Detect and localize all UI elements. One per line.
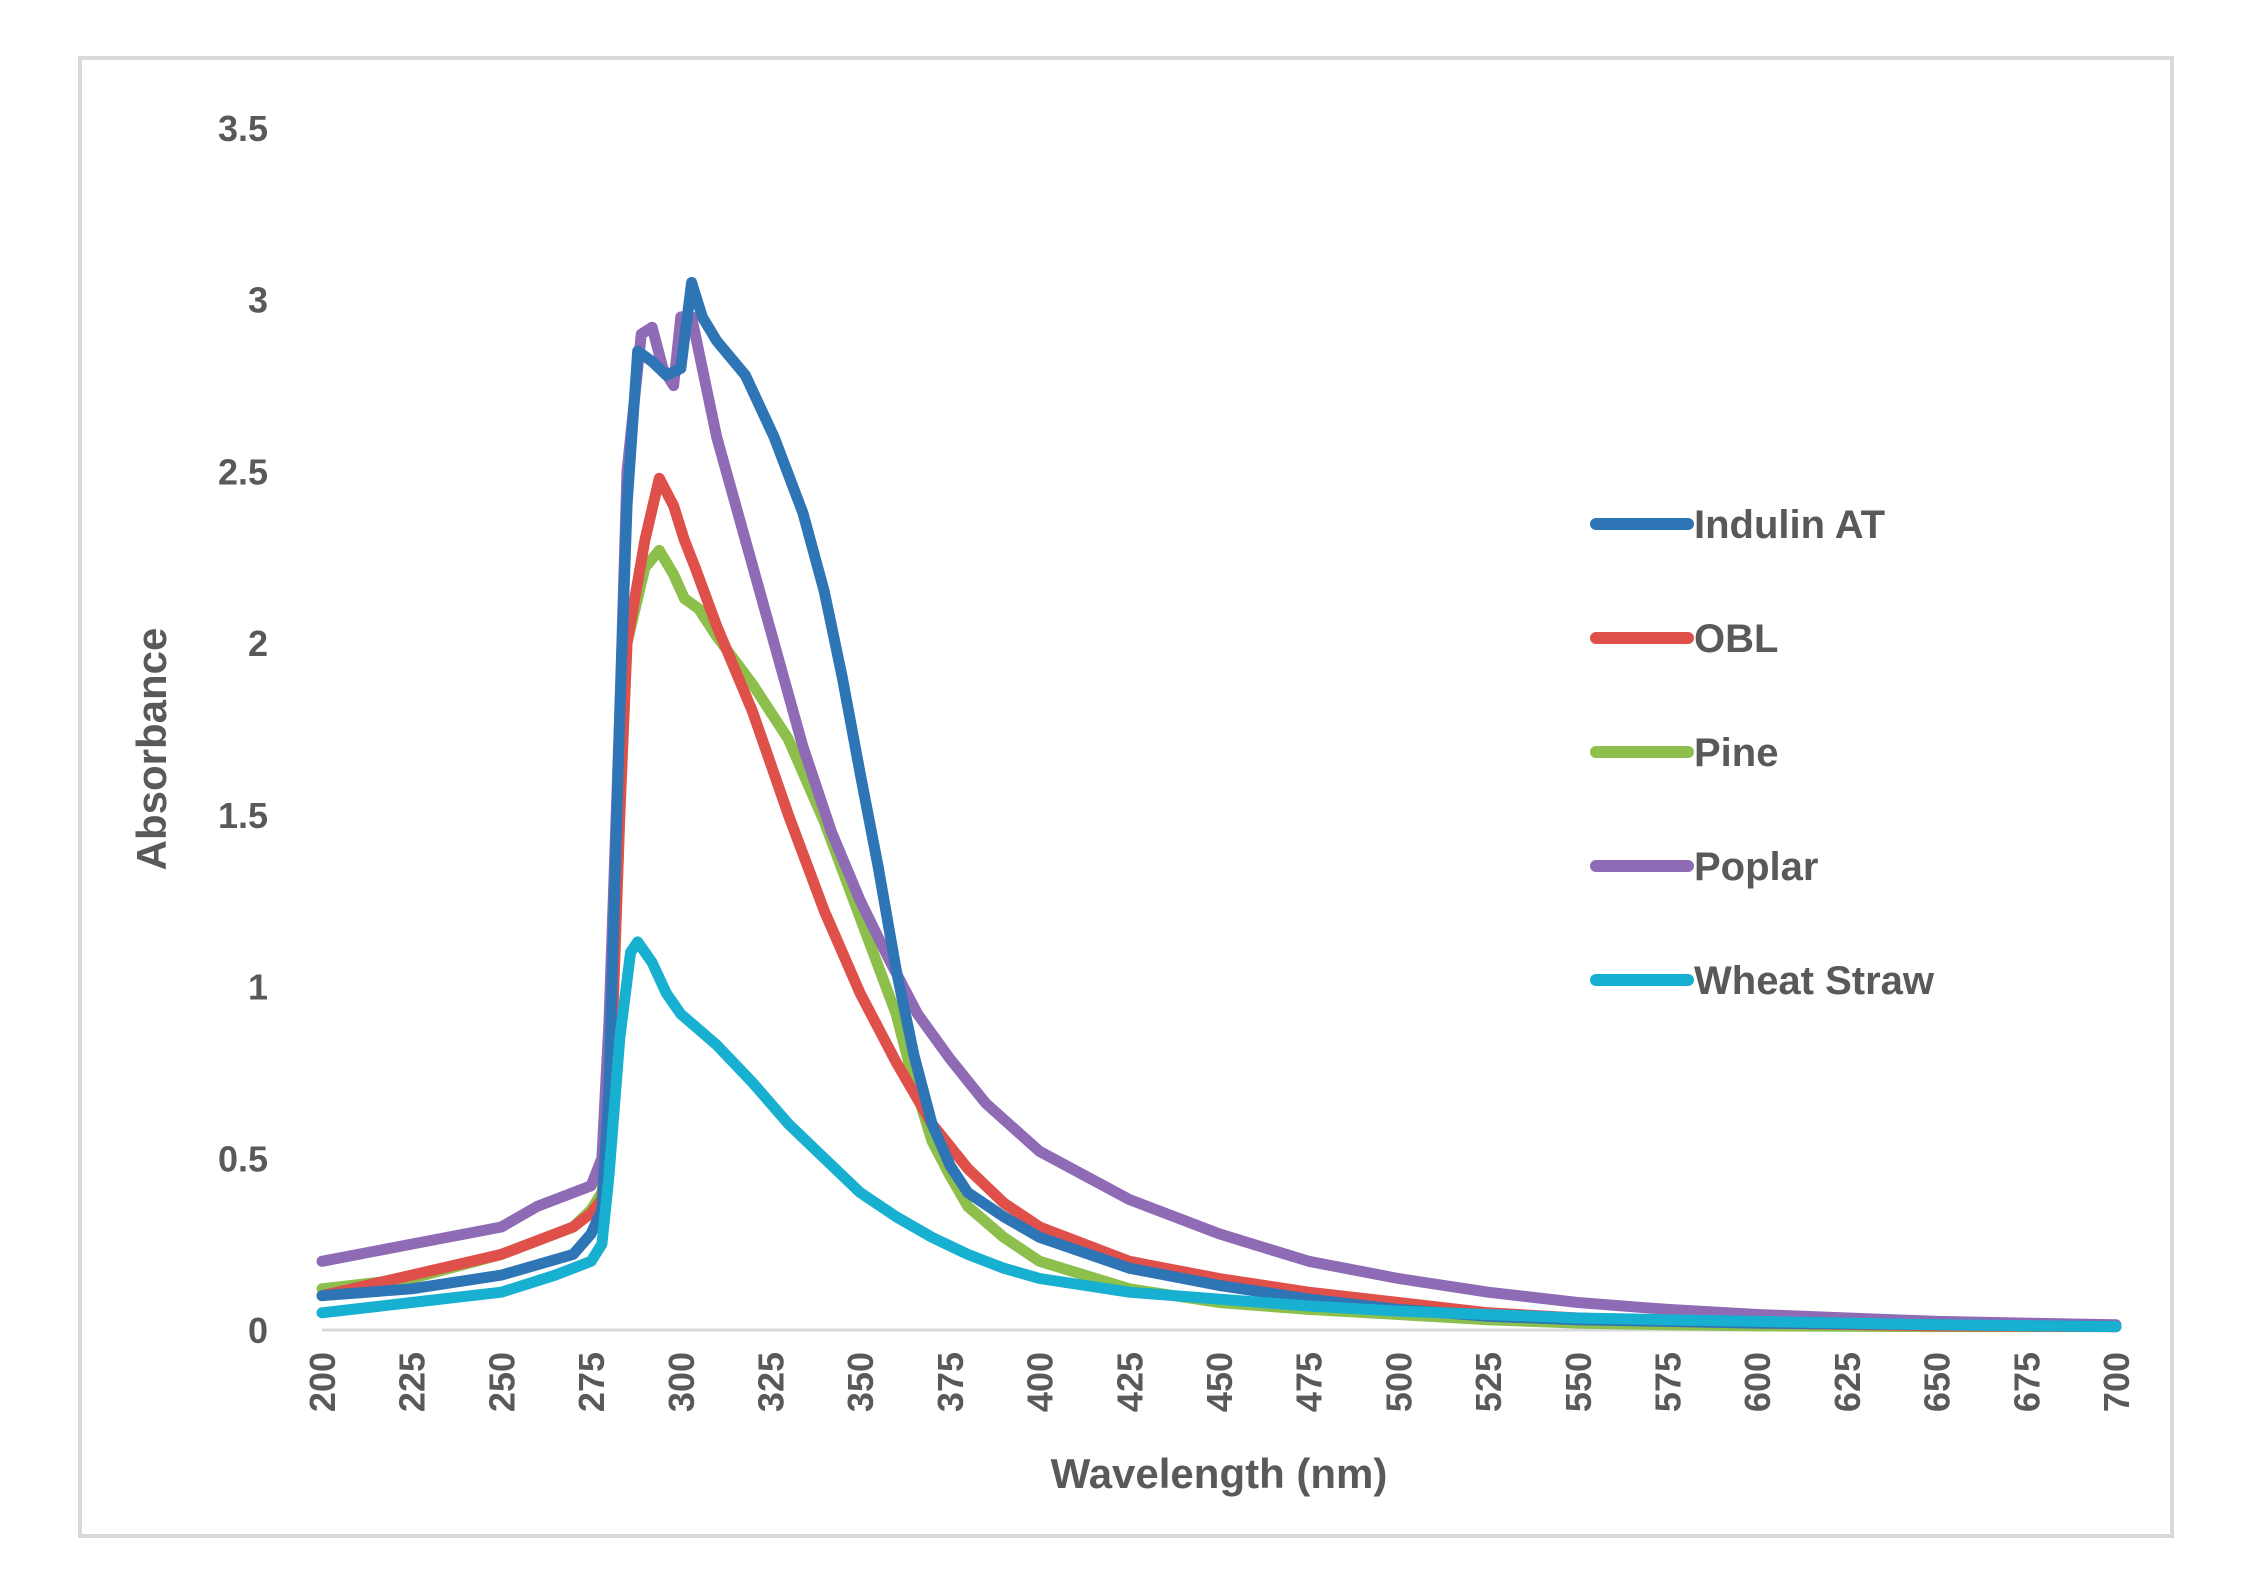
x-tick-label: 375 [930,1352,971,1412]
x-tick-label: 325 [751,1352,792,1412]
x-tick-label: 250 [481,1352,522,1412]
x-tick-label: 225 [392,1352,433,1412]
x-tick-label: 200 [302,1352,343,1412]
x-tick-label: 650 [1917,1352,1958,1412]
x-tick-label: 450 [1199,1352,1240,1412]
x-tick-label: 400 [1020,1352,1061,1412]
y-tick-label: 1.5 [218,795,268,836]
x-tick-label: 425 [1109,1352,1150,1412]
x-tick-label: 300 [661,1352,702,1412]
legend-label-indulin-at: Indulin AT [1694,503,1885,547]
y-tick-label: 2.5 [218,451,268,492]
series-lines [316,277,2122,1333]
y-tick-label: 3.5 [218,108,268,149]
x-axis-ticks: 200 225 250 275 300 325 350 375 400 425 450 475 500 5… [302,1352,2137,1412]
y-tick-label: 0 [248,1310,268,1351]
series-line-indulin-at [316,277,2122,1333]
y-axis-ticks: 0 0.5 1 1.5 2 2.5 3 3.5 [218,108,268,1351]
series-line-obl [316,472,2122,1333]
y-tick-label: 0.5 [218,1138,268,1179]
series-line-wheat-straw [316,936,2122,1333]
y-axis-title: Absorbance [128,628,175,871]
legend-label-pine: Pine [1694,731,1778,775]
y-tick-label: 1 [248,967,268,1008]
legend: Indulin AT OBL Pine Poplar Wheat Straw [1590,503,1935,1003]
y-tick-label: 2 [248,623,268,664]
x-tick-label: 675 [2006,1352,2047,1412]
legend-label-wheat-straw: Wheat Straw [1694,959,1935,1003]
x-tick-label: 550 [1558,1352,1599,1412]
x-tick-label: 625 [1827,1352,1868,1412]
x-tick-label: 525 [1468,1352,1509,1412]
legend-label-poplar: Poplar [1694,845,1818,889]
x-tick-label: 700 [2096,1352,2137,1412]
x-axis-title: Wavelength (nm) [1051,1450,1388,1497]
x-tick-label: 575 [1648,1352,1689,1412]
x-tick-label: 600 [1737,1352,1778,1412]
y-tick-label: 3 [248,280,268,321]
x-tick-label: 500 [1378,1352,1419,1412]
series-line-poplar [316,311,2122,1331]
x-tick-label: 275 [571,1352,612,1412]
legend-label-obl: OBL [1694,617,1778,661]
x-tick-label: 350 [840,1352,881,1412]
x-tick-label: 475 [1289,1352,1330,1412]
